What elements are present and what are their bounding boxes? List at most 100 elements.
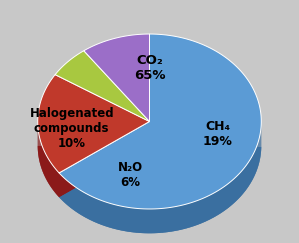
Text: CO₂
65%: CO₂ 65% xyxy=(134,54,165,82)
Polygon shape xyxy=(230,181,231,206)
Polygon shape xyxy=(235,177,236,202)
Polygon shape xyxy=(97,199,98,224)
Polygon shape xyxy=(130,208,131,232)
Polygon shape xyxy=(240,172,241,197)
Polygon shape xyxy=(112,204,114,229)
Polygon shape xyxy=(55,51,150,122)
Polygon shape xyxy=(119,206,121,230)
Polygon shape xyxy=(136,208,137,233)
Polygon shape xyxy=(89,195,90,220)
Polygon shape xyxy=(150,209,151,233)
Polygon shape xyxy=(232,179,233,205)
Polygon shape xyxy=(211,194,213,219)
Polygon shape xyxy=(80,190,81,215)
Polygon shape xyxy=(59,146,261,233)
Polygon shape xyxy=(256,146,257,172)
Polygon shape xyxy=(84,34,150,122)
Polygon shape xyxy=(105,202,106,226)
Polygon shape xyxy=(100,200,101,225)
Polygon shape xyxy=(72,185,73,210)
Polygon shape xyxy=(95,198,97,223)
Polygon shape xyxy=(106,202,108,227)
Polygon shape xyxy=(187,204,188,228)
Polygon shape xyxy=(225,185,226,210)
Polygon shape xyxy=(157,209,159,233)
Polygon shape xyxy=(175,206,177,231)
Polygon shape xyxy=(215,191,216,217)
Polygon shape xyxy=(125,207,127,231)
Polygon shape xyxy=(166,208,168,232)
Polygon shape xyxy=(74,186,75,211)
Polygon shape xyxy=(59,122,150,197)
Polygon shape xyxy=(59,173,60,198)
Polygon shape xyxy=(160,208,162,233)
Polygon shape xyxy=(249,160,250,185)
Polygon shape xyxy=(155,209,157,233)
Polygon shape xyxy=(250,158,251,184)
Polygon shape xyxy=(177,206,178,231)
Polygon shape xyxy=(188,203,190,228)
Polygon shape xyxy=(78,189,79,214)
Polygon shape xyxy=(108,203,109,227)
Polygon shape xyxy=(93,197,94,222)
Polygon shape xyxy=(198,200,199,225)
Polygon shape xyxy=(66,179,67,205)
Polygon shape xyxy=(253,153,254,178)
Polygon shape xyxy=(137,208,139,233)
Polygon shape xyxy=(152,209,154,233)
Polygon shape xyxy=(178,206,180,230)
Polygon shape xyxy=(185,204,187,229)
Polygon shape xyxy=(201,199,202,224)
Polygon shape xyxy=(194,201,196,226)
Polygon shape xyxy=(38,75,150,173)
Polygon shape xyxy=(251,156,252,182)
Polygon shape xyxy=(208,196,209,221)
Polygon shape xyxy=(154,209,155,233)
Polygon shape xyxy=(171,207,172,232)
Polygon shape xyxy=(206,196,208,221)
Polygon shape xyxy=(134,208,136,233)
Polygon shape xyxy=(237,175,238,200)
Polygon shape xyxy=(60,174,61,199)
Polygon shape xyxy=(242,169,243,194)
Polygon shape xyxy=(59,34,261,209)
Polygon shape xyxy=(115,205,116,229)
Polygon shape xyxy=(111,204,112,228)
Polygon shape xyxy=(168,208,169,232)
Polygon shape xyxy=(148,209,150,233)
Polygon shape xyxy=(228,183,229,208)
Polygon shape xyxy=(258,140,259,166)
Polygon shape xyxy=(75,187,77,212)
Polygon shape xyxy=(222,187,224,212)
Polygon shape xyxy=(184,204,185,229)
Polygon shape xyxy=(83,191,84,217)
Polygon shape xyxy=(243,168,244,193)
Polygon shape xyxy=(71,184,72,209)
Polygon shape xyxy=(196,201,197,226)
Polygon shape xyxy=(63,177,64,202)
Polygon shape xyxy=(61,175,62,200)
Polygon shape xyxy=(234,178,235,203)
Polygon shape xyxy=(202,198,204,223)
Polygon shape xyxy=(247,163,248,188)
Text: Halogenated
compounds
10%: Halogenated compounds 10% xyxy=(29,107,114,150)
Polygon shape xyxy=(241,171,242,196)
Polygon shape xyxy=(165,208,166,233)
Polygon shape xyxy=(197,200,198,225)
Polygon shape xyxy=(145,209,147,233)
Polygon shape xyxy=(199,199,201,224)
Polygon shape xyxy=(252,155,253,181)
Polygon shape xyxy=(65,179,66,204)
Polygon shape xyxy=(85,193,86,218)
Polygon shape xyxy=(214,192,215,217)
Polygon shape xyxy=(220,189,221,214)
Polygon shape xyxy=(236,176,237,201)
Polygon shape xyxy=(124,207,125,231)
Polygon shape xyxy=(94,198,95,222)
Polygon shape xyxy=(248,162,249,187)
Polygon shape xyxy=(227,184,228,209)
Polygon shape xyxy=(102,201,103,226)
Polygon shape xyxy=(133,208,134,233)
Polygon shape xyxy=(174,207,175,231)
Polygon shape xyxy=(118,205,119,230)
